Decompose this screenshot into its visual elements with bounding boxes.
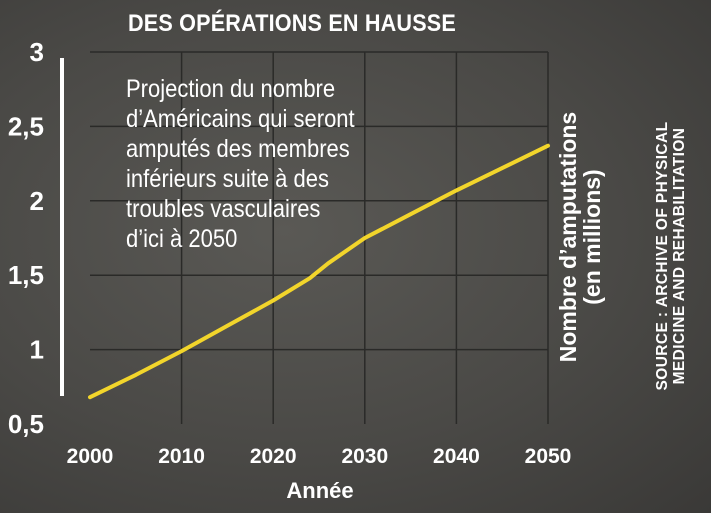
x-tick-label: 2030: [341, 445, 388, 468]
y-tick-label: 2,5: [8, 111, 44, 141]
x-tick-label: 2040: [433, 445, 480, 468]
gridlines: [90, 51, 549, 424]
y-tick-label: 3: [30, 37, 44, 67]
x-tick-label: 2020: [250, 445, 297, 468]
y-axis-label-line2: (en millions): [579, 169, 605, 305]
y-axis-label: Nombre d’amputations (en millions): [555, 111, 605, 363]
chart-annotation: Projection du nombre d’Américains qui se…: [126, 75, 355, 253]
y-tick-label: 2: [30, 186, 44, 216]
chart-title: DES OPÉRATIONS EN HAUSSE: [128, 10, 456, 37]
y-axis-label-line1: Nombre d’amputations: [555, 111, 581, 363]
y-tick-label: 1,5: [8, 260, 44, 290]
x-axis-label: Année: [286, 478, 354, 503]
x-tick-label: 2010: [158, 445, 205, 468]
source-line2: MEDICINE AND REHABILITATION: [671, 127, 688, 385]
y-tick-labels: 0,5 1 1,5 2 2,5 3: [8, 37, 44, 439]
source-line1: SOURCE : ARCHIVE OF PHYSICAL: [654, 121, 671, 391]
x-tick-label: 2000: [67, 445, 114, 468]
series-line-0: [88, 143, 550, 400]
source-note: SOURCE : ARCHIVE OF PHYSICAL MEDICINE AN…: [654, 122, 688, 391]
x-tick-labels: 2000 2010 2020 2030 2040 2050: [67, 445, 572, 468]
x-tick-label: 2050: [525, 445, 572, 468]
series-layer: [88, 143, 550, 400]
y-tick-label: 1: [30, 335, 44, 365]
y-tick-label: 0,5: [8, 409, 44, 439]
